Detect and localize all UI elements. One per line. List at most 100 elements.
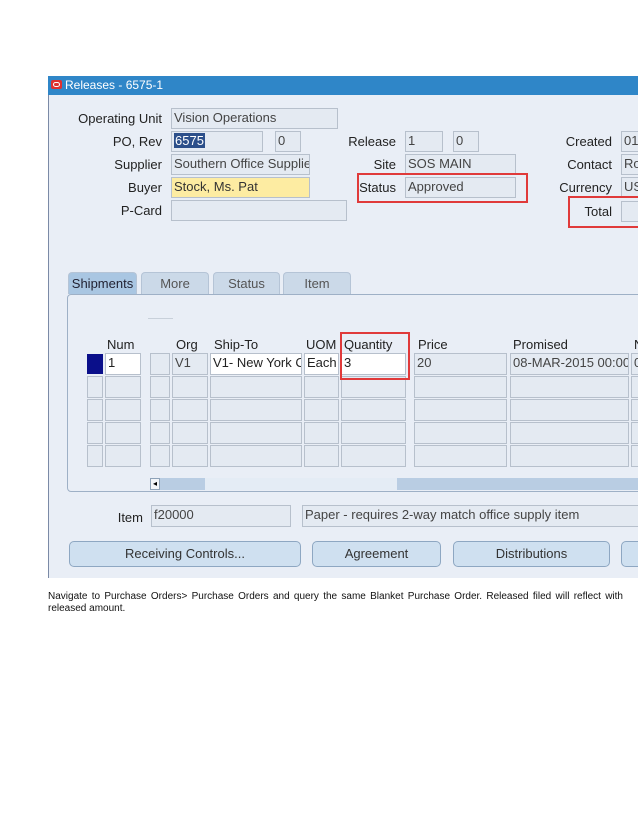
- title-bar: [48, 76, 638, 95]
- currency-label: Currency: [559, 180, 612, 195]
- grid-cell[interactable]: [210, 376, 302, 398]
- grid-cell[interactable]: [105, 399, 141, 421]
- grid-cell[interactable]: [105, 445, 141, 467]
- grid-cell[interactable]: [631, 376, 638, 398]
- contact-field[interactable]: Ro: [621, 154, 638, 175]
- caption-text: Navigate to Purchase Orders> Purchase Or…: [48, 591, 623, 614]
- col-quantity: Quantity: [344, 337, 393, 352]
- cell-num[interactable]: 1: [105, 353, 141, 375]
- contact-label: Contact: [567, 157, 612, 172]
- po-number-value: 6575: [174, 133, 205, 148]
- grid-cell[interactable]: [150, 376, 170, 398]
- grid-cell[interactable]: [510, 422, 629, 444]
- grid-cell[interactable]: [105, 422, 141, 444]
- cell-uom[interactable]: Each: [304, 353, 339, 375]
- grid-cell[interactable]: [631, 445, 638, 467]
- buyer-label: Buyer: [128, 180, 162, 195]
- currency-field[interactable]: US: [621, 177, 638, 198]
- grid-cell[interactable]: [150, 399, 170, 421]
- row-selector[interactable]: [87, 445, 103, 467]
- status-highlight-box: [357, 173, 528, 203]
- grid-cell[interactable]: [414, 422, 507, 444]
- row-selector[interactable]: [87, 376, 103, 398]
- po-rev-label: PO, Rev: [112, 134, 162, 149]
- item-label: Item: [117, 510, 143, 525]
- more-button[interactable]: [621, 541, 638, 567]
- release-number-field[interactable]: 1: [405, 131, 443, 152]
- status-label: Status: [359, 180, 396, 195]
- divider: [148, 318, 173, 319]
- grid-cell[interactable]: [341, 422, 406, 444]
- grid-cell[interactable]: [414, 399, 507, 421]
- grid-cell[interactable]: [172, 399, 208, 421]
- col-promised: Promised: [513, 337, 568, 352]
- col-num: Num: [107, 337, 135, 352]
- item-code-field[interactable]: f20000: [151, 505, 291, 527]
- grid-cell[interactable]: [341, 399, 406, 421]
- tab-item[interactable]: Item: [283, 272, 351, 294]
- total-field[interactable]: [621, 201, 638, 222]
- agreement-button[interactable]: Agreement: [312, 541, 441, 567]
- tab-status[interactable]: Status: [213, 272, 280, 294]
- grid-cell[interactable]: [304, 399, 339, 421]
- grid-cell[interactable]: [172, 445, 208, 467]
- operating-unit-field[interactable]: Vision Operations: [171, 108, 338, 129]
- operating-unit-label: Operating Unit: [78, 111, 162, 126]
- total-highlight-box: [568, 196, 638, 228]
- oracle-logo-icon: [51, 80, 62, 89]
- grid-cell[interactable]: [150, 445, 170, 467]
- col-ship-to: Ship-To: [214, 337, 259, 352]
- grid-cell[interactable]: [414, 445, 507, 467]
- row-selector[interactable]: [87, 422, 103, 444]
- grid-cell[interactable]: [172, 376, 208, 398]
- grid-cell[interactable]: [414, 376, 507, 398]
- tab-more[interactable]: More: [141, 272, 209, 294]
- created-field[interactable]: 01-: [621, 131, 638, 152]
- po-rev-field[interactable]: 0: [275, 131, 301, 152]
- supplier-field[interactable]: Southern Office Supplie: [171, 154, 310, 175]
- cell-price[interactable]: 20: [414, 353, 507, 375]
- buyer-field[interactable]: Stock, Ms. Pat: [171, 177, 310, 198]
- tab-shipments[interactable]: Shipments: [68, 272, 137, 294]
- grid-cell[interactable]: [210, 445, 302, 467]
- cell-org[interactable]: V1: [172, 353, 208, 375]
- grid-cell[interactable]: [105, 376, 141, 398]
- grid-cell[interactable]: [172, 422, 208, 444]
- total-label: Total: [584, 204, 612, 219]
- site-field[interactable]: SOS MAIN: [405, 154, 516, 175]
- grid-cell[interactable]: [510, 399, 629, 421]
- col-uom: UOM: [306, 337, 337, 352]
- cell-ship-to[interactable]: V1- New York C: [210, 353, 302, 375]
- item-description-field[interactable]: Paper - requires 2-way match office supp…: [302, 505, 638, 527]
- grid-cell[interactable]: [210, 399, 302, 421]
- distributions-button[interactable]: Distributions: [453, 541, 610, 567]
- grid-cell[interactable]: [304, 422, 339, 444]
- releases-window: [48, 76, 638, 578]
- grid-cell[interactable]: [150, 353, 170, 375]
- grid-cell[interactable]: [304, 376, 339, 398]
- receiving-controls-button[interactable]: Receiving Controls...: [69, 541, 301, 567]
- grid-cell[interactable]: [341, 445, 406, 467]
- scroll-left-arrow-icon[interactable]: ◂: [150, 478, 160, 490]
- grid-cell[interactable]: [150, 422, 170, 444]
- cell-next[interactable]: 0: [631, 353, 638, 375]
- grid-cell[interactable]: [631, 399, 638, 421]
- created-label: Created: [565, 134, 612, 149]
- cell-promised[interactable]: 08-MAR-2015 00:00:: [510, 353, 629, 375]
- grid-cell[interactable]: [510, 445, 629, 467]
- scrollbar-thumb[interactable]: [205, 478, 397, 490]
- grid-cell[interactable]: [304, 445, 339, 467]
- quantity-highlight-box: [340, 332, 410, 380]
- grid-cell[interactable]: [210, 422, 302, 444]
- po-number-field[interactable]: 6575: [171, 131, 263, 152]
- col-org: Org: [176, 337, 198, 352]
- row-selector[interactable]: [87, 399, 103, 421]
- grid-cell[interactable]: [510, 376, 629, 398]
- pcard-field[interactable]: [171, 200, 347, 221]
- release-rev-field[interactable]: 0: [453, 131, 479, 152]
- grid-cell[interactable]: [341, 376, 406, 398]
- status-field[interactable]: Approved: [405, 177, 516, 198]
- release-label: Release: [348, 134, 396, 149]
- row-selector-active[interactable]: [87, 354, 103, 374]
- grid-cell[interactable]: [631, 422, 638, 444]
